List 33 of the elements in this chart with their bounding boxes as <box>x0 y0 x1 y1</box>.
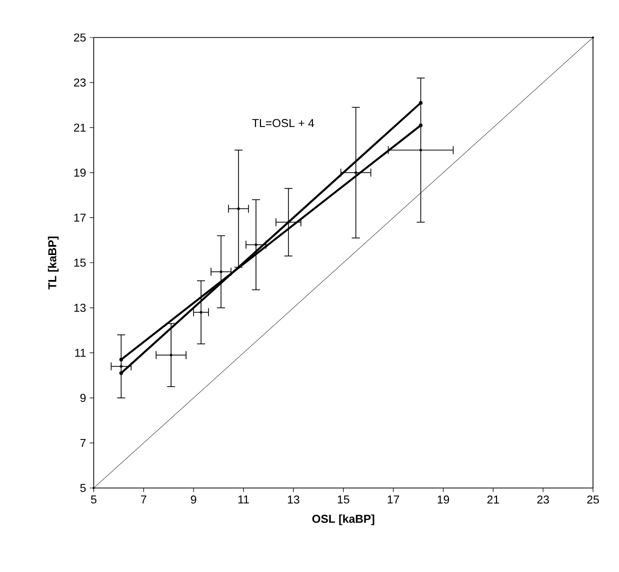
y-tick-label: 9 <box>80 394 86 402</box>
x-axis-title: OSL [kaBP] <box>312 514 374 526</box>
point <box>354 171 358 174</box>
y-tick-label: 11 <box>75 348 86 357</box>
x-tick-label: 25 <box>587 496 599 504</box>
annotation: TL=OSL + 4 <box>252 119 314 128</box>
y-tick-label: 15 <box>74 258 86 267</box>
x-tick-label: 21 <box>487 496 499 504</box>
y-tick-label: 23 <box>74 78 86 87</box>
point <box>220 270 222 274</box>
point <box>120 364 123 368</box>
y-tick-label: 5 <box>80 484 86 492</box>
x-tick-label: 5 <box>90 496 96 504</box>
y-tick-label: 17 <box>74 214 86 222</box>
y-axis-title: TL [kaBP] <box>48 236 59 290</box>
x-tick-label: 9 <box>190 496 196 504</box>
y-tick-label: 19 <box>74 168 86 177</box>
y-tick-label: 25 <box>74 33 86 42</box>
y-tick-label: 7 <box>80 439 86 447</box>
point <box>254 243 258 246</box>
point <box>419 148 422 152</box>
x-tick-label: 11 <box>238 496 249 504</box>
x-tick-label: 23 <box>537 496 549 504</box>
x-tick-label: 13 <box>288 496 300 504</box>
x-tick-label: 15 <box>338 496 350 504</box>
y-tick-label: 21 <box>74 124 86 132</box>
y-tick-label: 13 <box>74 304 86 312</box>
x-tick-label: 19 <box>438 496 450 504</box>
x-tick-label: 17 <box>388 496 400 504</box>
point <box>237 207 240 210</box>
x-tick-label: 7 <box>141 496 146 504</box>
point <box>287 220 290 224</box>
point <box>200 310 202 314</box>
